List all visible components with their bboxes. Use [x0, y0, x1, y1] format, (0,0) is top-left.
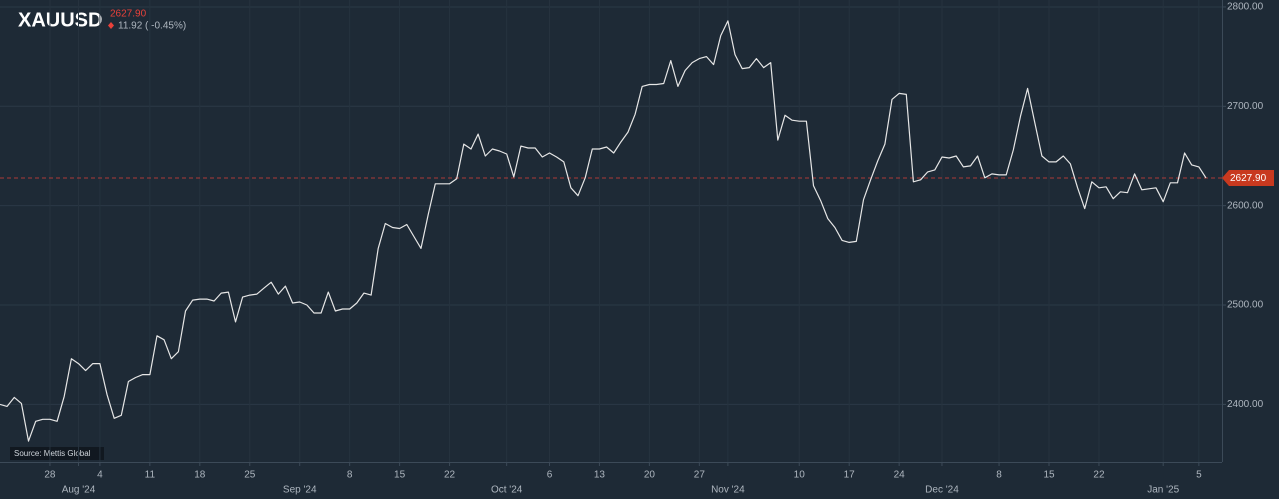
x-tick-label: 5 — [1196, 470, 1202, 481]
y-tick-label: 2500.00 — [1227, 300, 1264, 311]
x-group-label: Jan '25 — [1147, 485, 1179, 496]
x-group-label: Oct '24 — [491, 485, 523, 496]
x-tick-label: 8 — [996, 470, 1002, 481]
y-tick-label: 2700.00 — [1227, 101, 1264, 112]
x-tick-label: 22 — [1093, 470, 1105, 481]
x-tick-label: 22 — [444, 470, 456, 481]
x-tick-label: 25 — [244, 470, 256, 481]
x-tick-label: 13 — [594, 470, 606, 481]
x-group-label: Aug '24 — [62, 485, 96, 496]
x-group-label: Dec '24 — [925, 485, 959, 496]
x-tick-label: 27 — [694, 470, 706, 481]
x-tick-label: 24 — [894, 470, 906, 481]
x-tick-label: 6 — [547, 470, 553, 481]
price-tag — [1222, 169, 1274, 186]
x-tick-label: 18 — [194, 470, 206, 481]
change-arrow — [108, 22, 114, 29]
y-tick-label: 2800.00 — [1227, 2, 1264, 13]
x-tick-label: 17 — [844, 470, 856, 481]
x-group-label: Nov '24 — [711, 485, 745, 496]
price-tag-label: 2627.90 — [1230, 173, 1267, 184]
x-group-label: Sep '24 — [283, 485, 317, 496]
x-tick-label: 20 — [644, 470, 656, 481]
y-tick-label: 2600.00 — [1227, 200, 1264, 211]
x-tick-label: 11 — [145, 470, 156, 481]
source-box — [10, 447, 104, 460]
change-label: 11.92 ( -0.45%) — [118, 21, 186, 32]
price-line — [0, 20, 1207, 442]
chart-title: XAUUSD — [18, 9, 102, 31]
x-tick-label: 15 — [1043, 470, 1055, 481]
header-price: 2627.90 — [110, 9, 147, 20]
x-tick-label: 15 — [394, 470, 406, 481]
x-tick-label: 28 — [44, 470, 56, 481]
y-tick-label: 2400.00 — [1227, 399, 1264, 410]
x-tick-label: 8 — [347, 470, 353, 481]
x-tick-label: 10 — [794, 470, 806, 481]
x-tick-label: 4 — [97, 470, 103, 481]
source-label: Source: Mettis Global — [14, 449, 91, 458]
